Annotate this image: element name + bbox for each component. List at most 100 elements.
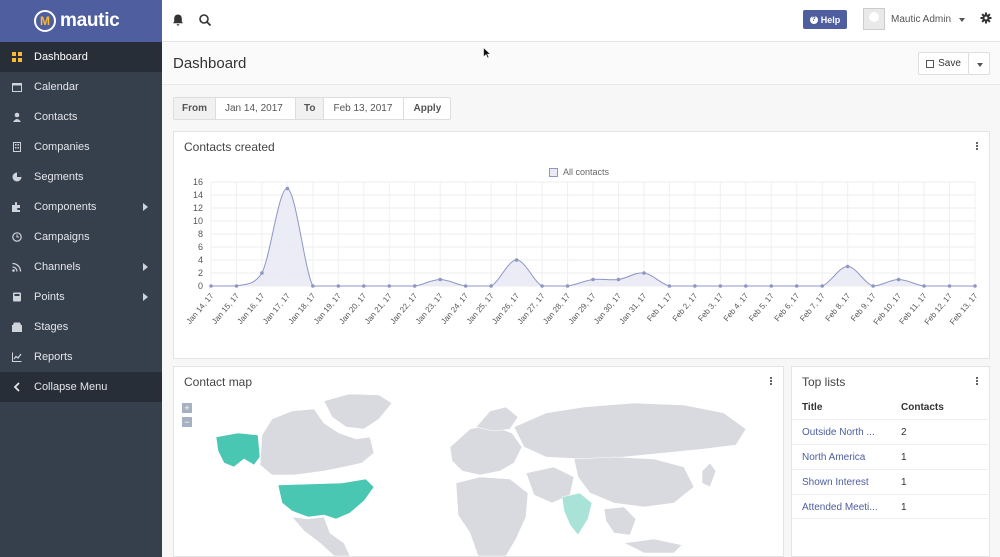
sidebar-item-label: Channels — [34, 261, 81, 273]
y-tick-label: 8 — [198, 229, 203, 239]
map-mexico — [291, 516, 351, 556]
data-point — [845, 264, 850, 269]
mautic-logo-icon: M — [34, 10, 56, 32]
sidebar-item-label: Campaigns — [34, 231, 90, 243]
data-point — [540, 284, 544, 288]
chevron-right-icon — [143, 203, 148, 211]
main-content: Dashboard Save From Jan 14, 2017 To Feb … — [162, 42, 1000, 557]
sidebar-item-label: Calendar — [34, 81, 79, 93]
chevron-right-icon — [143, 293, 148, 301]
series-area — [211, 188, 975, 286]
map-scandinavia — [475, 406, 519, 432]
sidebar-item-campaigns[interactable]: Campaigns — [0, 222, 162, 252]
data-point — [489, 284, 493, 288]
sidebar-item-channels[interactable]: Channels — [0, 252, 162, 282]
chevron-left-icon — [13, 382, 20, 392]
sidebar-item-label: Segments — [34, 171, 84, 183]
date-range-filter: From Jan 14, 2017 To Feb 13, 2017 Apply — [173, 97, 452, 120]
y-tick-label: 10 — [193, 216, 203, 226]
question-icon: ? — [809, 15, 818, 24]
y-tick-label: 2 — [198, 268, 203, 278]
sidebar-item-contacts[interactable]: Contacts — [0, 102, 162, 132]
list-count: 2 — [901, 427, 907, 438]
sidebar-item-components[interactable]: Components — [0, 192, 162, 222]
sidebar-item-calendar[interactable]: Calendar — [0, 72, 162, 102]
sidebar-item-points[interactable]: Points — [0, 282, 162, 312]
search-icon[interactable] — [198, 13, 212, 27]
save-dropdown-button[interactable] — [968, 52, 990, 75]
sidebar-item-stages[interactable]: Stages — [0, 312, 162, 342]
help-button[interactable]: ? Help — [803, 10, 847, 29]
data-point — [922, 284, 926, 288]
data-point — [209, 284, 213, 288]
column-header-contacts[interactable]: Contacts — [901, 402, 944, 413]
map-india — [561, 492, 593, 536]
bell-icon[interactable] — [171, 13, 185, 27]
chevron-down-icon[interactable] — [959, 18, 965, 22]
data-point — [514, 258, 519, 262]
y-tick-label: 16 — [193, 177, 203, 187]
to-date-input[interactable]: Feb 13, 2017 — [324, 98, 405, 119]
brand-logo-area[interactable]: M mautic — [0, 0, 162, 42]
sidebar-item-dashboard[interactable]: Dashboard — [0, 42, 162, 72]
brand-name: mautic — [60, 10, 120, 31]
zoom-out-button[interactable]: − — [182, 417, 192, 427]
sidebar-item-label: Stages — [34, 321, 69, 333]
calculator-icon — [13, 292, 21, 302]
sidebar-item-label: Points — [34, 291, 65, 303]
x-tick-label: Jan 31, 17 — [618, 291, 649, 326]
list-title[interactable]: Shown Interest — [802, 477, 869, 488]
list-title[interactable]: Outside North ... — [802, 427, 875, 438]
line-chart-icon — [12, 352, 22, 362]
contacts-created-panel: Contacts created All contacts 0 2 4 6 8 10 12 1… — [173, 131, 990, 359]
data-point — [463, 284, 468, 288]
list-title[interactable]: North America — [802, 452, 866, 463]
table-row[interactable]: North America 1 — [792, 444, 990, 469]
collapse-menu-button[interactable]: Collapse Menu — [0, 372, 162, 402]
list-count: 1 — [901, 477, 907, 488]
sidebar-item-reports[interactable]: Reports — [0, 342, 162, 372]
panel-title: Contact map — [184, 375, 253, 389]
zoom-in-button[interactable]: + — [182, 403, 192, 413]
sidebar-item-segments[interactable]: Segments — [0, 162, 162, 192]
sidebar-item-label: Dashboard — [34, 51, 88, 63]
map-indonesia — [622, 538, 683, 554]
y-tick-label: 4 — [198, 255, 203, 265]
chart-legend[interactable]: All contacts — [549, 167, 609, 177]
table-row[interactable]: Outside North ... 2 — [792, 419, 990, 444]
more-vertical-icon[interactable] — [976, 142, 979, 151]
map-alaska — [215, 432, 261, 468]
rss-icon — [12, 262, 22, 272]
sidebar-item-companies[interactable]: Companies — [0, 132, 162, 162]
more-vertical-icon[interactable] — [976, 377, 979, 386]
pie-icon — [12, 172, 22, 182]
topbar: ? Help Mautic Admin — [162, 0, 1000, 42]
panel-title: Contacts created — [184, 140, 275, 154]
more-vertical-icon[interactable] — [770, 377, 773, 386]
from-date-input[interactable]: Jan 14, 2017 — [216, 98, 296, 119]
sidebar-item-label: Components — [34, 201, 97, 213]
floppy-icon — [926, 59, 935, 68]
data-point — [616, 277, 621, 282]
world-map[interactable] — [174, 367, 783, 556]
apply-button[interactable]: Apply — [413, 103, 442, 114]
column-header-title[interactable]: Title — [802, 402, 823, 413]
gear-icon[interactable] — [980, 12, 992, 24]
to-label: To — [296, 98, 325, 119]
x-tick-label: Feb 5, 17 — [747, 291, 776, 323]
page-header: Dashboard Save — [162, 42, 1000, 85]
save-label: Save — [938, 58, 961, 69]
table-row[interactable]: Attended Meeti... 1 — [792, 494, 990, 519]
avatar[interactable] — [863, 8, 885, 30]
avatar-head-icon — [869, 12, 879, 22]
x-tick-label: Feb 2, 17 — [671, 291, 700, 323]
y-tick-label: 12 — [193, 203, 203, 213]
list-title[interactable]: Attended Meeti... — [802, 502, 878, 513]
data-point — [667, 284, 672, 288]
x-tick-label: Feb 4, 17 — [722, 291, 751, 323]
sidebar: Dashboard Calendar Contacts Companies Segmen… — [0, 42, 162, 557]
save-button[interactable]: Save — [918, 52, 969, 75]
user-name[interactable]: Mautic Admin — [891, 14, 952, 25]
x-tick-label: Feb 7, 17 — [798, 291, 827, 323]
table-row[interactable]: Shown Interest 1 — [792, 469, 990, 494]
